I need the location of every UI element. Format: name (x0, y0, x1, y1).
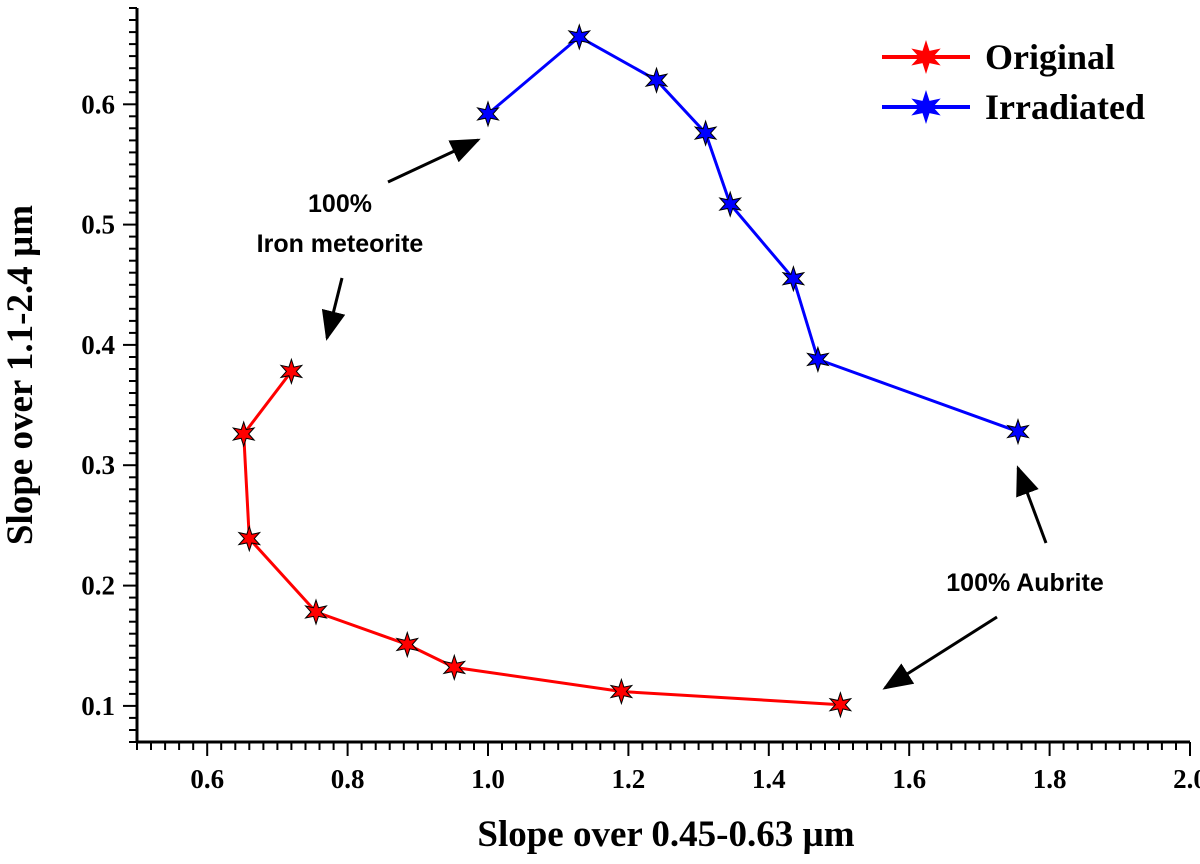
series-line-irradiated (487, 35, 1019, 434)
legend: Original Irradiated (882, 37, 1145, 127)
x-tick-label: 1.8 (1033, 764, 1067, 794)
series-layer (231, 23, 1030, 719)
data-point-original (231, 420, 256, 448)
data-point-irradiated (718, 190, 743, 218)
y-tick-label: 0.1 (81, 691, 115, 721)
y-axis-ticks (123, 7, 137, 743)
y-axis-tick-labels: 0.1 0.2 0.3 0.4 0.5 0.6 (81, 89, 115, 721)
data-point-irradiated (693, 119, 718, 147)
annotation-aubrite-arrow-up (1016, 465, 1048, 544)
data-point-irradiated (1006, 417, 1030, 446)
data-point-irradiated (781, 265, 806, 293)
x-tick-label: 1.4 (752, 764, 786, 794)
x-tick-label: 0.8 (331, 764, 365, 794)
x-tick-label: 1.0 (471, 764, 505, 794)
legend-label-original: Original (985, 37, 1115, 77)
annotation-iron-line1: 100% (308, 190, 372, 218)
x-axis-ticks (136, 742, 1191, 756)
x-tick-label: 1.6 (892, 764, 926, 794)
data-point-original (442, 653, 467, 682)
annotation-iron-arrow-up (387, 138, 481, 184)
annotation-aubrite: 100% Aubrite (882, 465, 1104, 690)
annotation-iron-meteorite: 100% Iron meteorite (257, 138, 481, 341)
data-point-original (304, 598, 328, 626)
legend-label-irradiated: Irradiated (985, 87, 1145, 127)
data-point-irradiated (476, 100, 500, 128)
y-tick-label: 0.4 (81, 330, 115, 360)
data-point-irradiated (806, 345, 830, 374)
annotation-aubrite-arrow-down (882, 615, 998, 690)
data-point-original (828, 691, 853, 719)
y-axis-title: Slope over 1.1-2.4 µm (0, 205, 41, 545)
y-tick-label: 0.3 (81, 450, 115, 480)
x-tick-label: 1.2 (612, 764, 646, 794)
legend-marker-original (911, 40, 941, 74)
y-tick-label: 0.5 (81, 210, 115, 240)
annotation-iron-arrow-down (321, 277, 346, 341)
x-tick-label: 2.0 (1173, 764, 1200, 794)
x-tick-label: 0.6 (190, 764, 224, 794)
data-point-irradiated (644, 66, 669, 94)
annotation-iron-line2: Iron meteorite (257, 230, 424, 258)
y-tick-label: 0.2 (81, 571, 115, 601)
data-point-irradiated (567, 23, 592, 51)
legend-marker-irradiated (911, 90, 941, 124)
series-line-original (242, 370, 841, 707)
data-point-original (609, 677, 634, 706)
data-point-original (237, 524, 262, 553)
x-axis-tick-labels: 0.6 0.8 1.0 1.2 1.4 1.6 1.8 2.0 (190, 764, 1200, 794)
annotation-aubrite-label: 100% Aubrite (946, 569, 1104, 597)
x-axis-title: Slope over 0.45-0.63 µm (477, 814, 854, 855)
data-point-original (395, 630, 420, 659)
data-point-original (279, 357, 304, 386)
y-tick-label: 0.6 (81, 89, 115, 119)
